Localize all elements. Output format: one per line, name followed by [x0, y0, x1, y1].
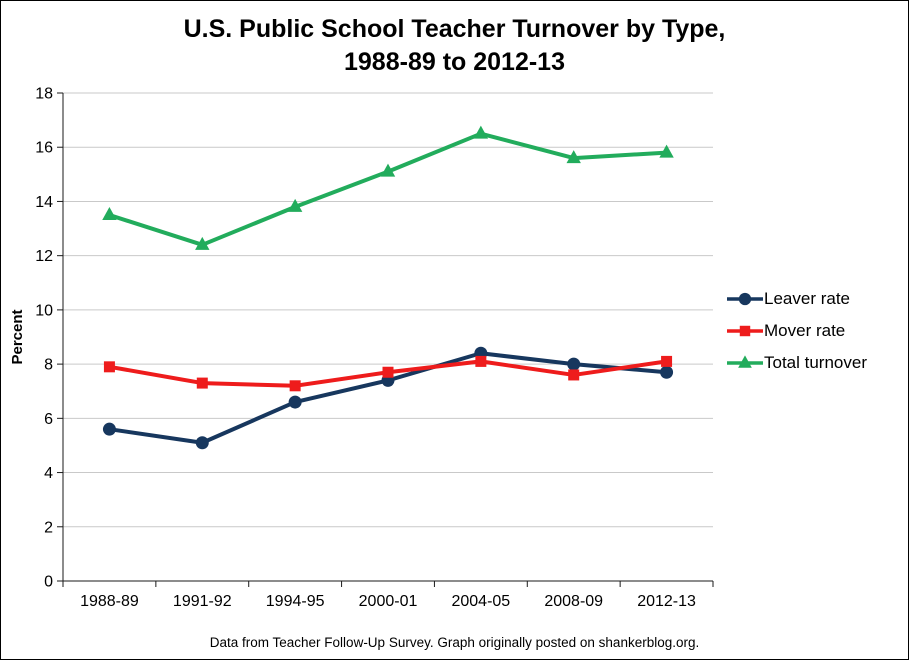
svg-text:0: 0 — [44, 574, 53, 591]
legend-item-mover-rate: Mover rate — [727, 315, 867, 347]
legend-item-total-turnover: Total turnover — [727, 347, 867, 379]
svg-text:1988-89: 1988-89 — [80, 593, 139, 610]
legend: Leaver rate Mover rate Total turnover — [727, 283, 867, 379]
chart-title: U.S. Public School Teacher Turnover by T… — [1, 13, 908, 79]
svg-text:12: 12 — [35, 248, 53, 265]
svg-text:2000-01: 2000-01 — [359, 593, 418, 610]
svg-text:2004-05: 2004-05 — [451, 593, 510, 610]
chart-title-line2: 1988-89 to 2012-13 — [344, 48, 565, 76]
legend-label: Leaver rate — [764, 289, 850, 308]
svg-text:2008-09: 2008-09 — [544, 593, 603, 610]
svg-text:6: 6 — [44, 411, 53, 428]
svg-text:2012-13: 2012-13 — [637, 593, 696, 610]
svg-text:10: 10 — [35, 302, 53, 319]
svg-text:4: 4 — [44, 465, 53, 482]
svg-text:18: 18 — [35, 86, 53, 103]
chart-title-line1: U.S. Public School Teacher Turnover by T… — [183, 15, 726, 43]
legend-label: Mover rate — [764, 321, 846, 340]
legend-item-leaver-rate: Leaver rate — [727, 283, 867, 315]
svg-text:1994-95: 1994-95 — [266, 593, 325, 610]
svg-text:2: 2 — [44, 519, 53, 536]
svg-text:1991-92: 1991-92 — [173, 593, 232, 610]
triangle-marker-icon — [727, 355, 763, 368]
svg-text:16: 16 — [35, 140, 53, 157]
svg-text:14: 14 — [35, 194, 53, 211]
circle-marker-icon — [727, 292, 763, 306]
svg-text:8: 8 — [44, 357, 53, 374]
square-marker-icon — [727, 325, 763, 337]
legend-label: Total turnover — [764, 353, 867, 372]
source-note: Data from Teacher Follow-Up Survey. Grap… — [209, 635, 700, 650]
